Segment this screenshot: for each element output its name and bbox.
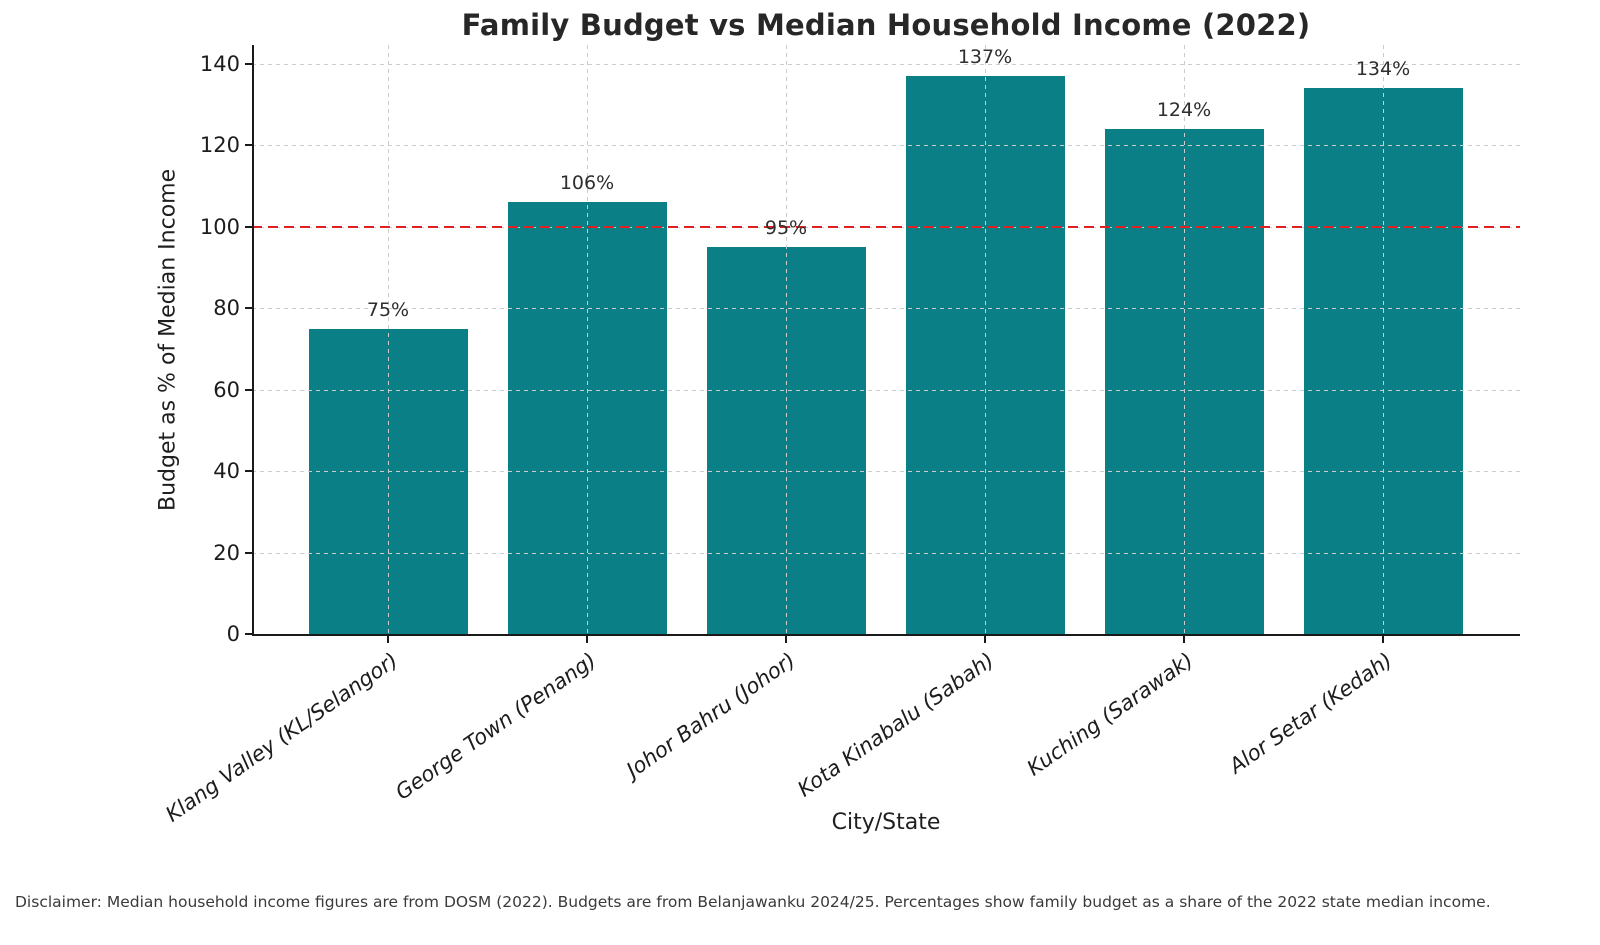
y-tick-mark <box>245 388 252 391</box>
x-tick-mark <box>1183 636 1185 643</box>
y-tick-label: 80 <box>213 296 240 321</box>
y-tick-mark <box>245 633 252 635</box>
x-tick-label-text: George Town (Penang) <box>391 648 601 805</box>
y-tick-label: 0 <box>226 622 240 646</box>
x-tick-label: Kuching (Sarawak) <box>764 648 1198 781</box>
bar-value-label: 75% <box>366 298 410 321</box>
x-tick-mark <box>387 636 389 643</box>
x-tick-label-text: Johor Bahru (Johor) <box>622 648 800 783</box>
x-axis-label: City/State <box>831 810 941 835</box>
h-gridline <box>252 552 1520 554</box>
x-tick-label-text: Alor Setar (Kedah) <box>1225 648 1397 779</box>
h-gridline <box>252 145 1520 147</box>
x-tick-mark <box>586 636 588 643</box>
bar-value-label: 95% <box>764 217 808 240</box>
y-tick-label: 100 <box>199 214 240 239</box>
y-tick-mark <box>245 63 252 65</box>
x-axis-spine <box>252 634 1520 636</box>
x-tick-mark <box>984 636 986 643</box>
x-tick-label-text: Klang Valley (KL/Selangor) <box>160 648 402 827</box>
v-gridline <box>985 45 986 634</box>
y-tick-label: 20 <box>213 540 240 565</box>
x-tick-label-text: Kota Kinabalu (Sabah) <box>793 648 999 802</box>
y-tick-mark <box>245 225 252 228</box>
h-gridline <box>252 471 1520 473</box>
y-tick-label: 40 <box>213 459 240 484</box>
v-gridline <box>587 45 588 634</box>
bar-value-label: 134% <box>1355 58 1411 81</box>
h-gridline <box>252 389 1520 391</box>
v-gridline <box>786 45 787 634</box>
x-tick-label-text: Kuching (Sarawak) <box>1022 648 1198 781</box>
bar-value-label: 137% <box>957 46 1013 69</box>
y-tick-label: 120 <box>199 133 240 158</box>
h-gridline <box>252 308 1520 310</box>
x-tick-label: George Town (Penang) <box>167 648 601 805</box>
reference-line-100pct <box>252 225 1520 228</box>
x-tick-mark <box>1382 636 1384 643</box>
y-tick-mark <box>245 470 252 473</box>
y-tick-mark <box>245 551 252 554</box>
x-tick-label: Klang Valley (KL/Selangor) <box>0 648 402 827</box>
y-axis-spine <box>252 45 254 636</box>
y-tick-mark <box>245 144 252 147</box>
x-tick-label: Alor Setar (Kedah) <box>963 648 1397 778</box>
v-gridline <box>1184 45 1185 634</box>
y-tick-label: 140 <box>199 52 240 76</box>
h-gridline <box>252 64 1520 65</box>
v-gridline <box>388 45 389 634</box>
v-gridline <box>1383 45 1384 634</box>
chart-title: Family Budget vs Median Household Income… <box>461 8 1311 42</box>
x-tick-mark <box>785 636 787 643</box>
y-tick-label: 60 <box>213 377 240 402</box>
y-tick-mark <box>245 307 252 310</box>
x-tick-label: Kota Kinabalu (Sabah) <box>565 648 999 802</box>
bar-value-label: 106% <box>559 172 615 195</box>
x-tick-label: Johor Bahru (Johor) <box>366 648 800 782</box>
bar-value-label: 124% <box>1156 99 1212 122</box>
disclaimer-text: Disclaimer: Median household income figu… <box>15 893 1491 911</box>
